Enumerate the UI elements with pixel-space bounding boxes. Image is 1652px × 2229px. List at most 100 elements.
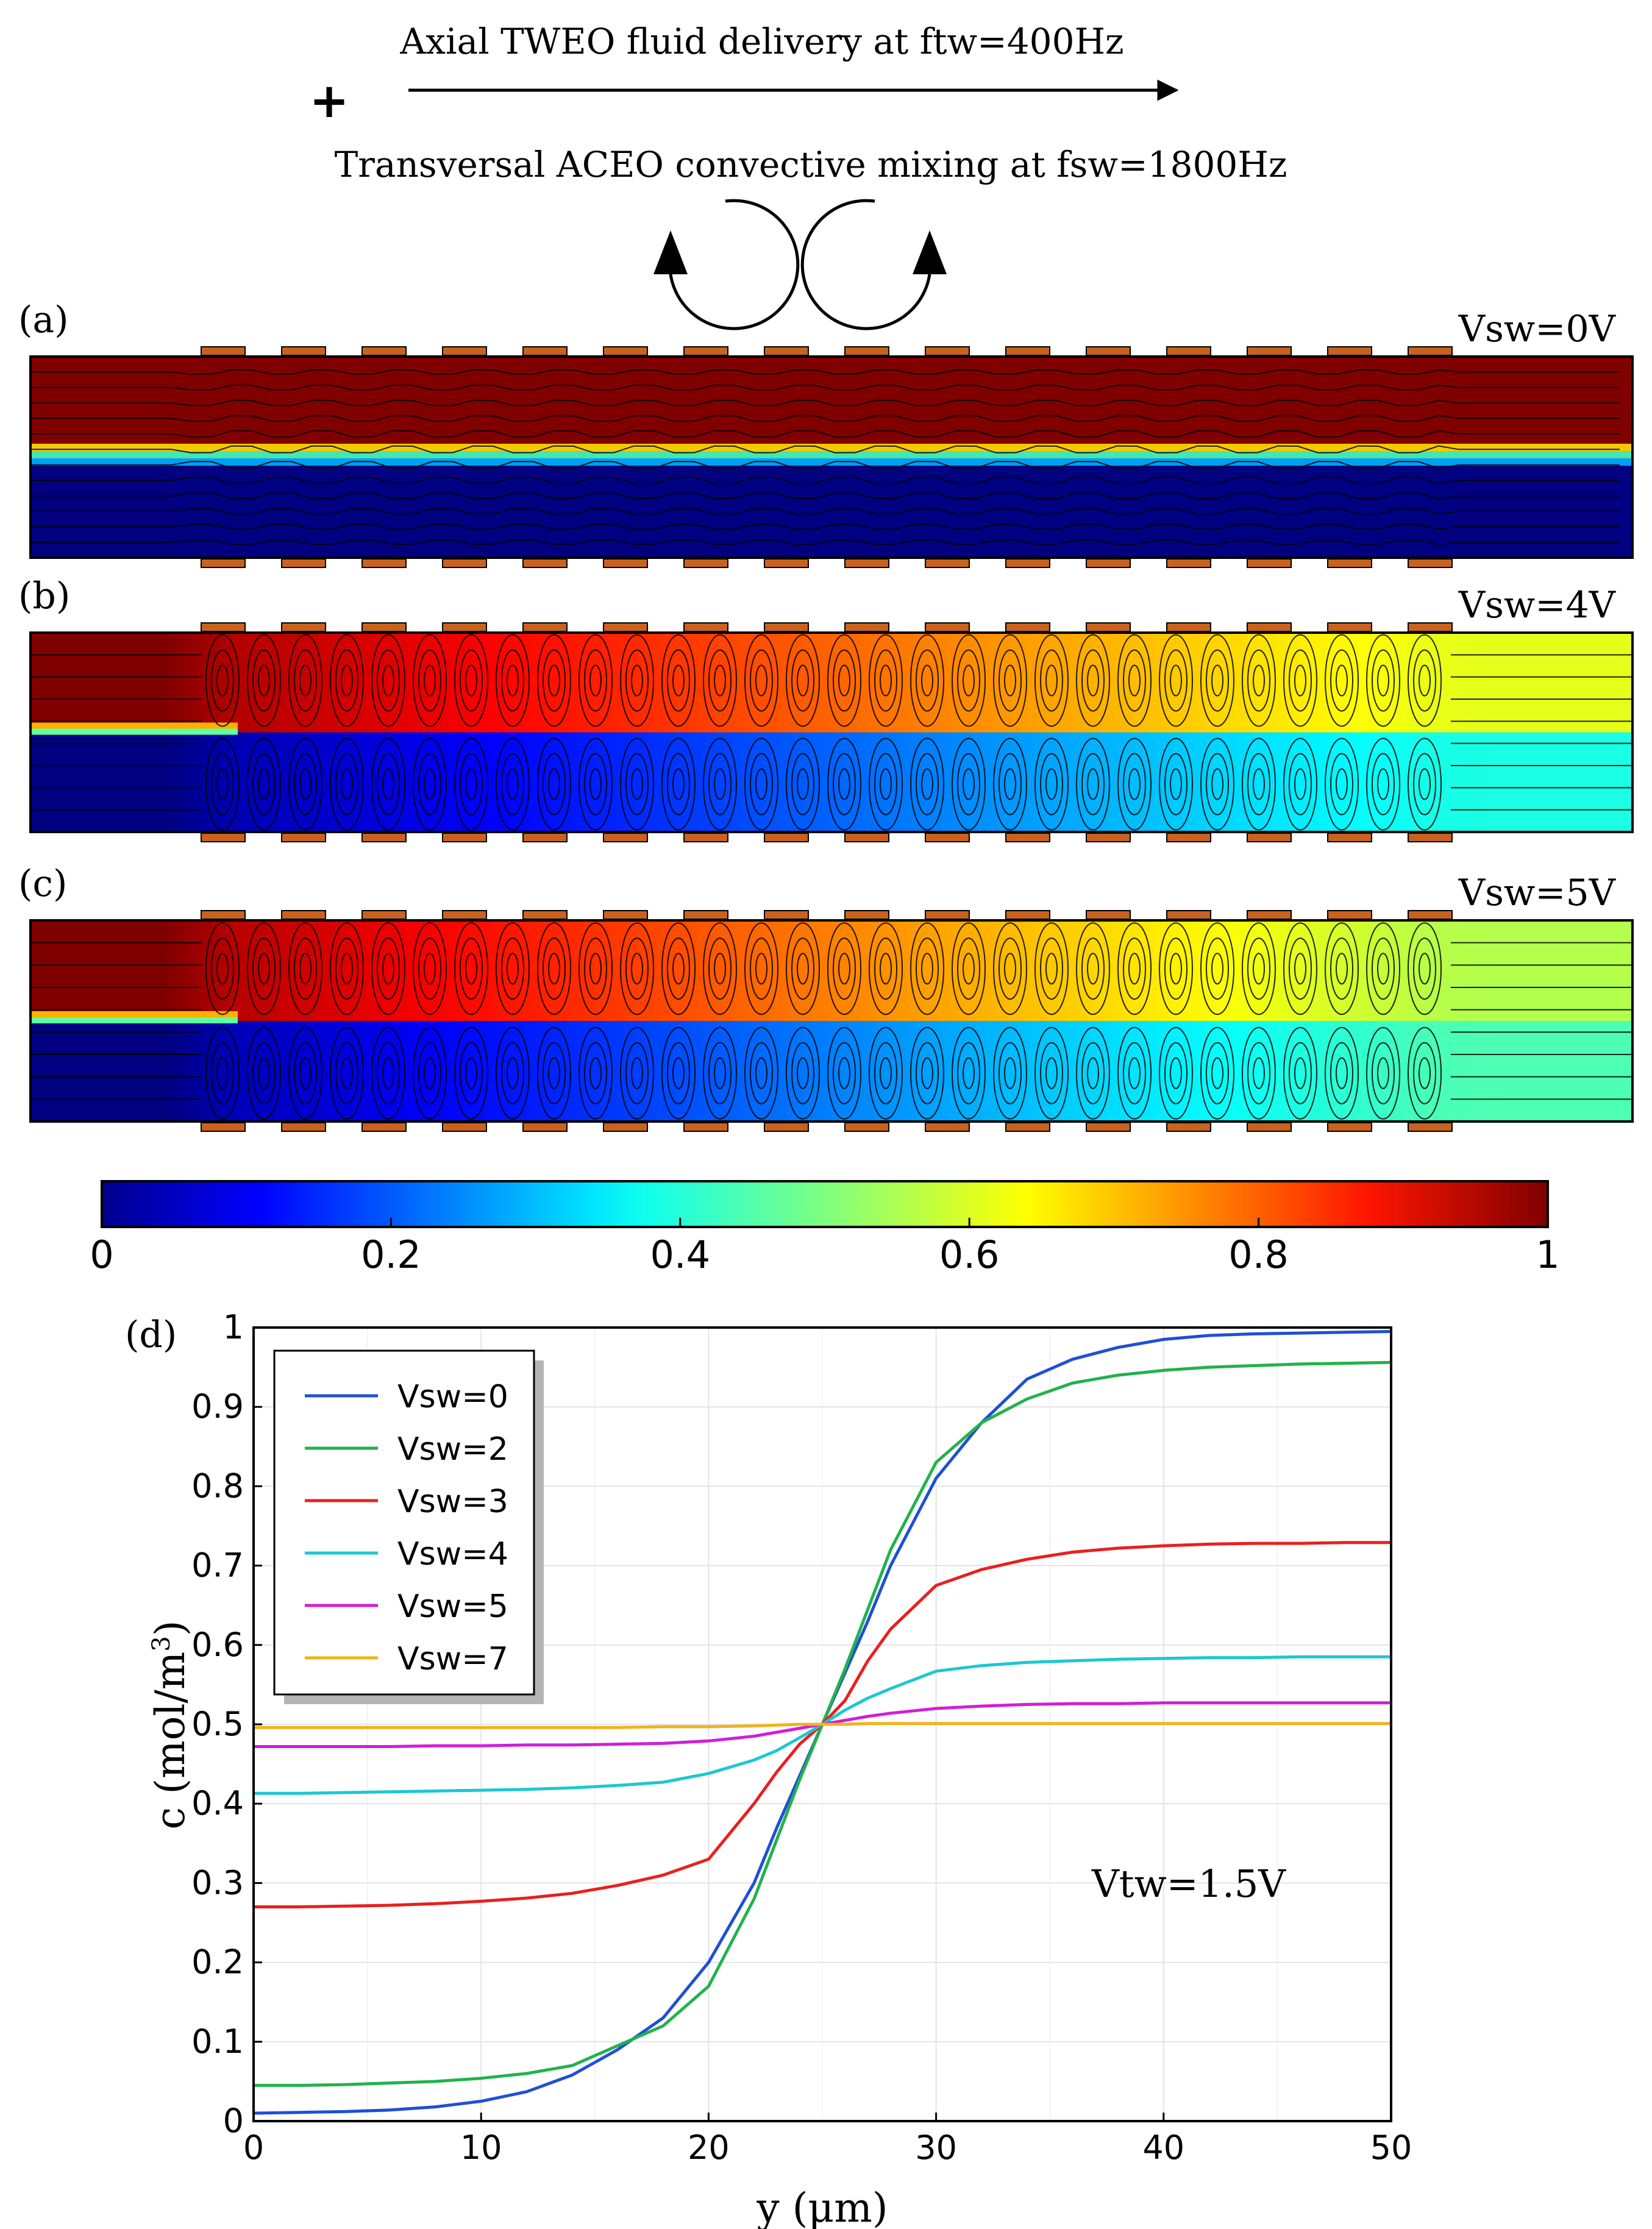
electrode-bottom — [1086, 833, 1131, 842]
vortex-cell — [703, 922, 737, 1015]
vortex-cell — [1325, 634, 1359, 727]
vortex-cell — [1164, 1042, 1187, 1104]
vortex-cell — [465, 1057, 477, 1089]
chart-panel-label: (d) — [125, 1314, 177, 1356]
vortex-cell — [460, 753, 483, 816]
panel-voltage-label: Vsw=4V — [1458, 584, 1617, 627]
vortex-cell — [537, 738, 571, 831]
vortex-cell — [1211, 953, 1223, 985]
panel-upper-half — [30, 920, 1632, 1021]
vortex-cell — [1159, 922, 1193, 1015]
vortex-cell — [382, 1057, 394, 1089]
vortex-cell — [874, 1042, 897, 1104]
electrode-bottom — [1327, 558, 1372, 568]
vortex-cell — [755, 664, 767, 697]
electrode-bottom — [844, 1122, 889, 1132]
vortex-cell — [382, 768, 394, 800]
vortex-cell — [708, 649, 732, 712]
electrode-top — [1166, 910, 1211, 920]
vortex-cell — [786, 922, 820, 1015]
vortex-cell — [1081, 1042, 1105, 1104]
vortex-cell — [1372, 753, 1395, 816]
vortex-cell — [750, 937, 773, 1000]
vortex-cell — [584, 937, 607, 1000]
electrode-bottom — [522, 558, 568, 568]
vortex-cell — [460, 937, 483, 1000]
legend-box — [273, 1349, 535, 1696]
vortex-cell — [413, 922, 447, 1015]
vortex-cell — [999, 937, 1022, 1000]
vortex-cell — [377, 1042, 400, 1104]
vortex-cell — [1289, 753, 1312, 816]
vortex-cell — [335, 937, 358, 1000]
vortex-cell — [465, 768, 477, 800]
vortex-cell — [910, 1026, 944, 1120]
vortex-cell — [1040, 753, 1063, 816]
colorbar-tick-label: 0 — [90, 1232, 113, 1277]
vortex-cell — [465, 664, 477, 697]
vortex-cell — [957, 937, 980, 1000]
vortex-cell — [341, 1057, 353, 1089]
vortex-cell — [1004, 768, 1016, 800]
vortex-cell — [957, 649, 980, 712]
colorbar-tick-label: 0.6 — [939, 1232, 1000, 1277]
electrode-bottom — [1005, 1122, 1050, 1132]
vortex-cell — [1206, 937, 1229, 1000]
series-line-vsw-7 — [254, 1722, 1391, 1729]
vortex-cell — [744, 1026, 778, 1120]
electrode-top — [683, 622, 728, 632]
vortex-cell — [1372, 1042, 1395, 1104]
vortex-cell — [1211, 664, 1223, 697]
vortex-cell — [294, 1042, 317, 1104]
vortex-cell — [672, 953, 685, 985]
y-tick-label: 0.3 — [191, 1863, 244, 1902]
vortex-cell — [1408, 1026, 1442, 1120]
vortex-cell — [838, 768, 850, 800]
vortex-cell — [1336, 953, 1348, 985]
axial-delivery-text: Axial TWEO fluid delivery at ftw=400Hz — [399, 21, 1123, 62]
vortex-cell — [1253, 664, 1265, 697]
vortex-cell — [786, 1026, 820, 1120]
electrode-bottom — [925, 833, 970, 842]
vortex-cell — [631, 1057, 643, 1089]
vortex-cell — [957, 1042, 980, 1104]
vortex-cell — [258, 664, 270, 697]
electrode-bottom — [1327, 833, 1372, 842]
vortex-cell — [579, 922, 613, 1015]
vortex-cell — [1170, 953, 1182, 985]
electrode-bottom — [1166, 1122, 1211, 1132]
electrode-bottom — [764, 558, 809, 568]
vortex-cell — [1336, 768, 1348, 800]
electrode-bottom — [925, 1122, 970, 1132]
vortex-cell — [1200, 634, 1234, 727]
vortex-cell — [1289, 649, 1312, 712]
vortex-cell — [999, 649, 1022, 712]
vortex-cell — [1325, 1026, 1359, 1120]
vortex-cell — [1377, 768, 1389, 800]
vortex-cell — [288, 738, 322, 831]
electrode-bottom — [925, 558, 970, 568]
vortex-cell — [543, 937, 566, 1000]
vortex-cell — [294, 649, 317, 712]
vortex-cell — [1087, 953, 1099, 985]
vortex-cell — [1377, 1057, 1389, 1089]
electrode-bottom — [1247, 1122, 1292, 1132]
vortex-cell — [1247, 753, 1270, 816]
vortex-cell — [501, 1042, 524, 1104]
vortex-cell — [880, 664, 892, 697]
electrode-bottom — [1005, 558, 1050, 568]
electrode-top — [1408, 346, 1453, 356]
vortex-cell — [1242, 1026, 1276, 1120]
x-tick-label: 30 — [915, 2128, 957, 2167]
electrode-bottom — [683, 1122, 728, 1132]
x-tick-label: 50 — [1370, 2128, 1412, 2167]
vortex-cell — [584, 1042, 607, 1104]
vortex-cell — [1289, 1042, 1312, 1104]
vortex-cell — [1164, 753, 1187, 816]
vortex-cell — [661, 738, 696, 831]
vortex-cell — [1253, 1057, 1265, 1089]
vortex-cell — [631, 664, 643, 697]
vortex-cell — [1372, 649, 1395, 712]
vortex-cell — [963, 664, 975, 697]
